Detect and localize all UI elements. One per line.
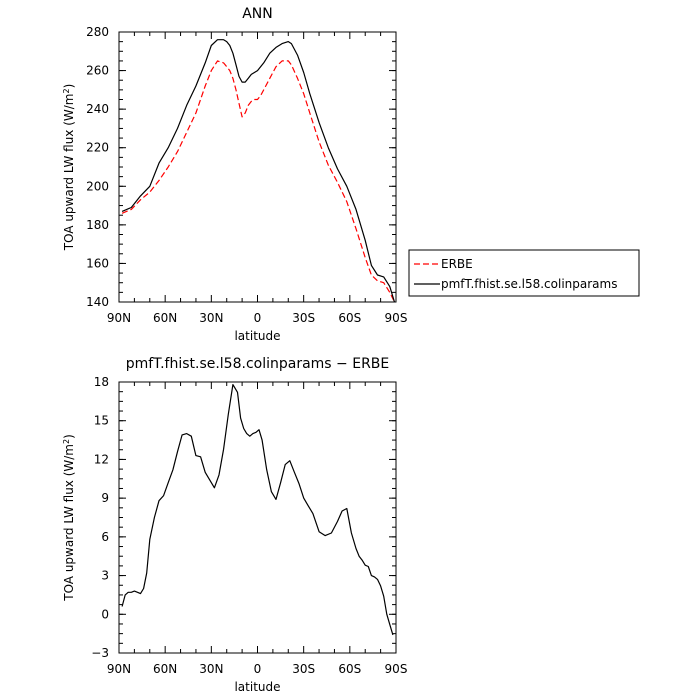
y-tick-label: 18 [94,375,109,389]
x-tick-label: 30N [199,662,223,676]
x-tick-label: 90N [107,662,131,676]
chart-title: pmfT.fhist.se.l58.colinparams − ERBE [126,356,390,372]
y-tick-label: 140 [86,295,109,309]
panel-2: pmfT.fhist.se.l58.colinparams − ERBE 90N 6… [62,356,408,694]
panel-1: ANN 90N 60N 30N 0 30S 60S 90S 140 160 180 200 220 240… [62,6,408,343]
y-axis-label: TOA upward LW flux (W/m2) [62,434,77,602]
y-tick-label: 260 [86,64,109,78]
y-axis-label-text: TOA upward LW flux (W/m [62,444,76,602]
x-tick-label: 30N [199,311,223,325]
x-tick-label: 90S [385,311,408,325]
x-axis-label: latitude [234,329,280,343]
y-tick-label: 9 [101,491,109,505]
series-line-2 [121,39,396,302]
chart-title: ANN [242,6,273,22]
legend-box [408,249,640,297]
x-tick-label: 30S [292,311,315,325]
series-line-1 [121,384,394,636]
legend-label-1: ERBE [441,257,473,271]
y-tick-label: 200 [86,179,109,193]
legend: ERBE pmfT.fhist.se.l58.colinparams [408,249,640,297]
x-tick-label: 30S [292,662,315,676]
y-tick-label: 220 [86,141,109,155]
y-axis-label: TOA upward LW flux (W/m2) [62,84,77,252]
y-tick-label: 160 [86,256,109,270]
x-tick-label: 60S [338,311,361,325]
y-axis-label-sup: 2 [62,439,71,444]
y-tick-label: 280 [86,25,109,39]
legend-label-2: pmfT.fhist.se.l58.colinparams [441,277,617,291]
y-tick-label: 240 [86,102,109,116]
y-axis-label-sup: 2 [62,88,71,93]
plot-frame [118,31,397,303]
y-tick-label: 6 [101,530,109,544]
x-axis-label: latitude [234,680,280,694]
x-tick-label: 60S [338,662,361,676]
y-axis-label-close: ) [62,434,76,439]
y-tick-label: 15 [94,414,109,428]
x-tick-label: 90N [107,311,131,325]
y-tick-label: 3 [101,569,109,583]
y-tick-label: 12 [94,452,109,466]
series-line-1 [121,60,396,302]
x-tick-label: 0 [254,311,262,325]
x-tick-label: 0 [254,662,262,676]
y-tick-label: −3 [91,646,109,660]
y-axis-label-close: ) [62,84,76,89]
y-tick-label: 180 [86,218,109,232]
x-tick-label: 60N [153,662,177,676]
x-tick-label: 60N [153,311,177,325]
x-tick-label: 90S [385,662,408,676]
y-axis-label-text: TOA upward LW flux (W/m [62,94,76,252]
plot-frame [118,381,397,654]
y-tick-label: 0 [101,607,109,621]
